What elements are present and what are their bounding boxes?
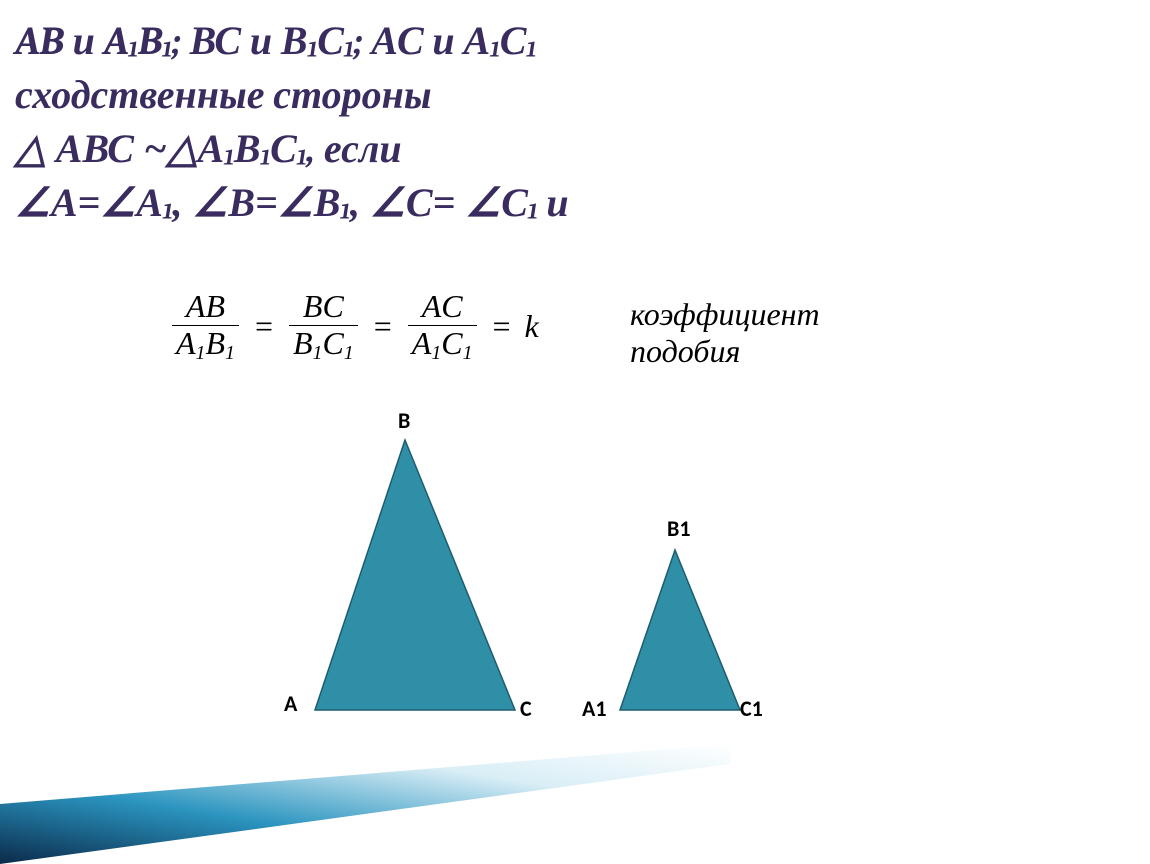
- title-line-1: AB и A1B1; ВС и В1С1; АС и А1С1: [15, 14, 1115, 68]
- t-seg: , ∠В=∠В: [173, 180, 341, 225]
- equals-sign: =: [249, 308, 279, 345]
- sub: 1: [340, 199, 350, 225]
- coef-line-2: подобия: [630, 333, 820, 370]
- vertex-label-c: C: [520, 695, 532, 722]
- sub: 1: [463, 342, 473, 364]
- title-line-3: △ АВС ~△А1В1С1, если: [15, 122, 1115, 176]
- t-seg: и: [538, 180, 569, 226]
- t-seg: С: [270, 126, 297, 172]
- sub: 1: [313, 342, 323, 364]
- fraction-2: BC B1C1: [289, 290, 358, 363]
- denominator: B1C1: [289, 325, 358, 364]
- decorative-wedge: [0, 744, 730, 864]
- sub: 1: [528, 199, 538, 225]
- sub: 1: [163, 199, 173, 225]
- sub: 1: [261, 145, 271, 171]
- t-seg: , если: [306, 126, 401, 172]
- fraction-1: AB A1B1: [172, 290, 239, 363]
- sub: 1: [162, 37, 172, 63]
- vertex-label-a: A: [284, 690, 297, 717]
- t-seg: AB и A: [15, 18, 128, 64]
- equals-sign: =: [487, 308, 517, 345]
- sub: 1: [344, 342, 354, 364]
- numerator: AB: [172, 290, 239, 325]
- d-seg: B: [293, 325, 313, 361]
- sub: 1: [344, 37, 354, 63]
- d-seg: C: [441, 325, 462, 361]
- t-seg: B: [138, 18, 162, 64]
- equals-sign: =: [368, 308, 398, 345]
- d-seg: A: [412, 325, 432, 361]
- t-seg: В: [234, 126, 261, 172]
- sub: 1: [196, 342, 206, 364]
- sub: 1: [431, 342, 441, 364]
- sub: 1: [224, 145, 234, 171]
- k-variable: k: [525, 308, 539, 344]
- title-line-2: сходственные стороны: [15, 68, 1115, 122]
- t-seg: ; АС и А: [354, 18, 491, 64]
- triangle-a1b1c1: [620, 550, 740, 710]
- fraction-3: AC A1C1: [408, 290, 477, 363]
- sub: 1: [128, 37, 138, 63]
- coefficient-label: коэффициент подобия: [630, 296, 820, 370]
- denominator: A1C1: [408, 325, 477, 364]
- numerator: BC: [289, 290, 358, 325]
- triangle-abc: [315, 440, 515, 710]
- sub: 1: [225, 342, 235, 364]
- sub: 1: [490, 37, 500, 63]
- title-line-4: ∠А=∠А1, ∠В=∠В1, ∠С= ∠С1 и: [15, 176, 1115, 230]
- d-seg: A: [176, 325, 196, 361]
- d-seg: C: [322, 325, 343, 361]
- sub: 1: [526, 37, 536, 63]
- t-seg: △ АВС ~△А: [15, 126, 224, 171]
- t-seg: ; ВС и В: [172, 18, 308, 64]
- denominator: A1B1: [172, 325, 239, 364]
- wedge-shape: [0, 744, 730, 864]
- t-seg: , ∠С= ∠С: [350, 180, 528, 225]
- vertex-label-c1: C1: [740, 695, 763, 722]
- vertex-label-b: B: [398, 407, 410, 434]
- triangles-diagram: A B C A1 B1 C1: [270, 395, 910, 755]
- title-block: AB и A1B1; ВС и В1С1; АС и А1С1 сходстве…: [15, 14, 1115, 230]
- d-seg: B: [205, 325, 225, 361]
- ratio-equation: AB A1B1 = BC B1C1 = AC A1C1 = k: [170, 290, 539, 363]
- vertex-label-a1: A1: [582, 695, 606, 722]
- t-seg: С: [500, 18, 527, 64]
- vertex-label-b1: B1: [667, 515, 690, 542]
- t-seg: С: [317, 18, 344, 64]
- sub: 1: [308, 37, 318, 63]
- numerator: AC: [408, 290, 477, 325]
- coef-line-1: коэффициент: [630, 296, 820, 333]
- slide-root: AB и A1B1; ВС и В1С1; АС и А1С1 сходстве…: [0, 0, 1150, 864]
- t-seg: ∠А=∠А: [15, 180, 163, 225]
